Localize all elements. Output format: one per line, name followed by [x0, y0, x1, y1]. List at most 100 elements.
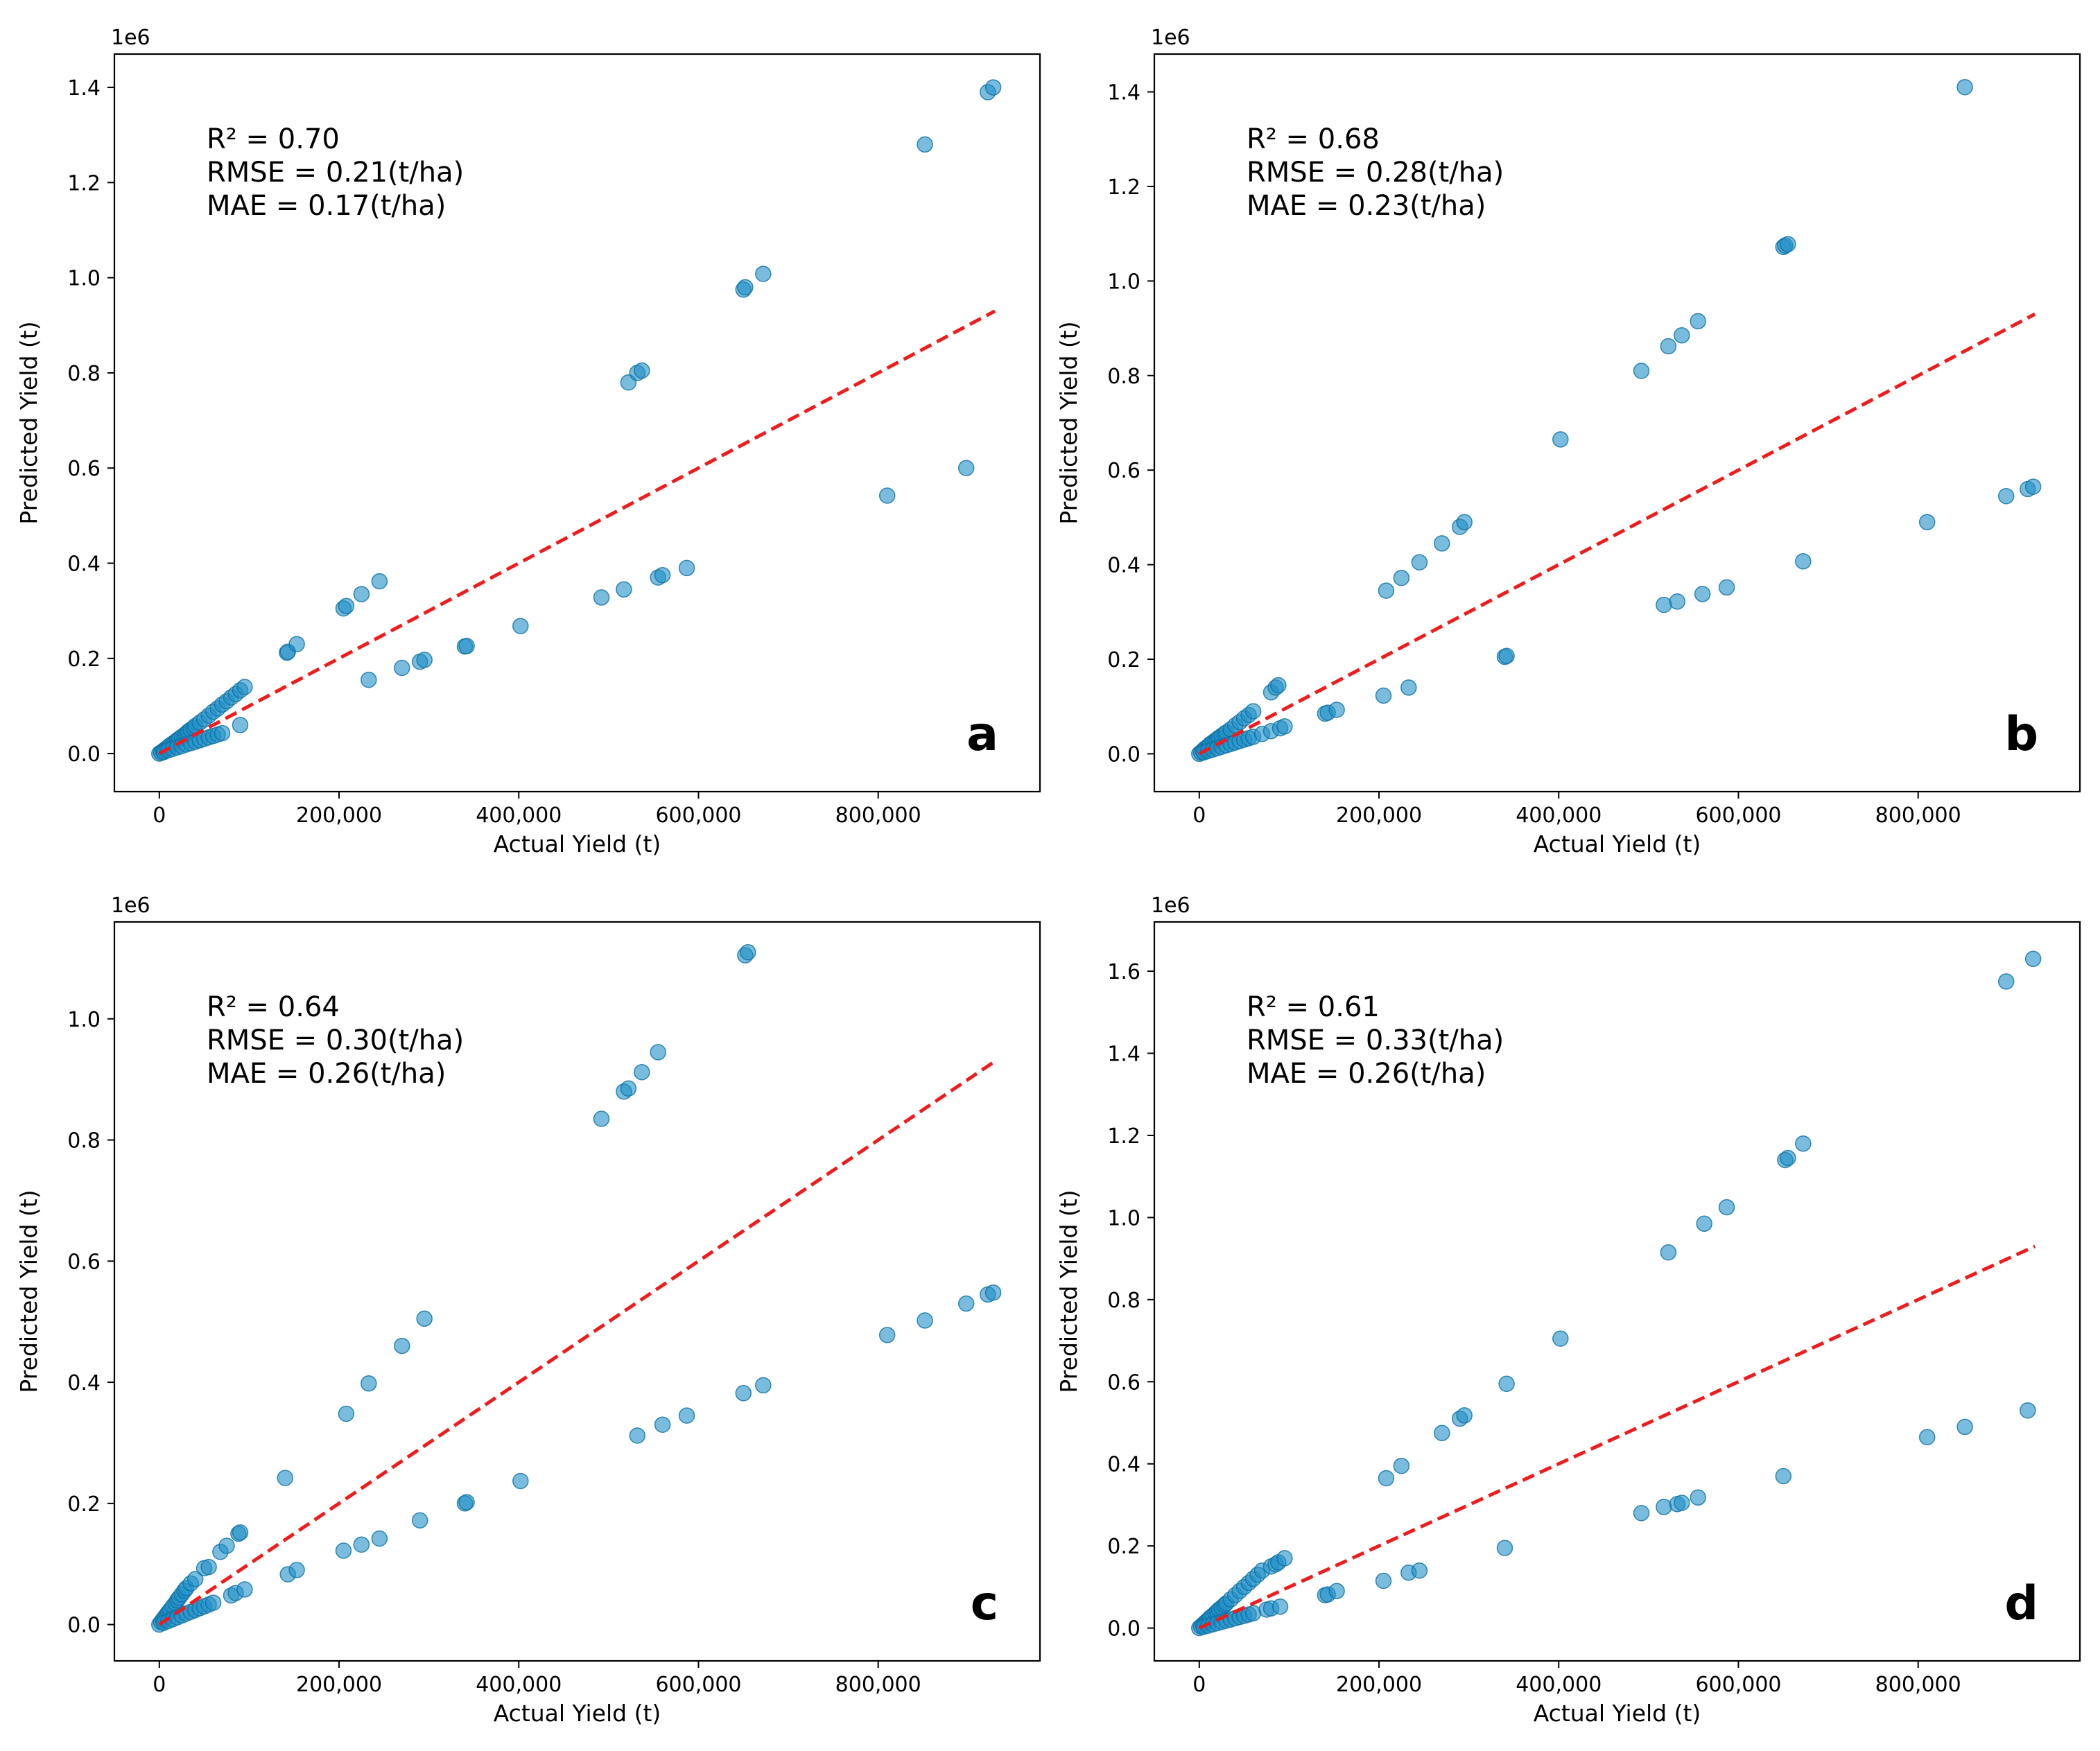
- data-point: [1456, 1407, 1473, 1424]
- data-point: [634, 362, 650, 379]
- data-point: [1552, 431, 1569, 448]
- panel-letter: a: [966, 707, 998, 762]
- data-point: [1694, 586, 1711, 602]
- data-point: [1656, 1499, 1672, 1515]
- plot-frame: [113, 921, 1041, 1662]
- x-tick-label: 600,000: [655, 1673, 741, 1697]
- y-tick-label: 0.4: [67, 552, 101, 577]
- x-tick-label: 800,000: [1875, 1673, 1961, 1697]
- data-point: [917, 1312, 933, 1329]
- data-point: [1276, 1550, 1293, 1567]
- data-point: [1795, 1135, 1812, 1152]
- x-axis-label: Actual Yield (t): [494, 1700, 661, 1727]
- panel-b: 0 200,000 400,000 600,000 800,000 0.0 0.2 0.4 0.…: [1055, 26, 2081, 857]
- stat-line: RMSE = 0.21(t/ha): [207, 157, 464, 189]
- reference-line: [1198, 312, 2036, 756]
- x-tick-label: 400,000: [476, 803, 562, 828]
- data-point: [1411, 1562, 1428, 1579]
- data-point: [371, 573, 388, 590]
- data-point: [737, 279, 754, 296]
- data-point: [1718, 579, 1735, 596]
- y-tick-label: 1.4: [1107, 81, 1140, 105]
- data-point: [335, 1542, 352, 1559]
- data-point: [984, 1284, 1002, 1301]
- stat-line: RMSE = 0.28(t/ha): [1247, 157, 1504, 189]
- data-point: [1633, 1505, 1650, 1522]
- panel-letter: d: [2004, 1576, 2038, 1631]
- x-tick-label: 400,000: [1516, 803, 1602, 828]
- data-point: [1997, 487, 2015, 505]
- data-point: [277, 1470, 294, 1486]
- y-offset-label: 1e6: [111, 26, 150, 50]
- y-tick-label: 1.0: [1107, 1206, 1140, 1230]
- x-tick-label: 0: [153, 803, 166, 828]
- data-point: [1552, 1330, 1569, 1347]
- data-point: [236, 679, 253, 695]
- data-point: [1400, 679, 1417, 696]
- x-tick-label: 400,000: [1516, 1673, 1602, 1697]
- data-point: [1956, 78, 1973, 96]
- data-point: [353, 586, 370, 602]
- x-tick-label: 0: [1192, 803, 1206, 828]
- data-point: [740, 943, 756, 961]
- data-point: [1690, 1489, 1706, 1506]
- data-point: [1393, 1457, 1410, 1474]
- y-offset-label: 1e6: [111, 894, 150, 918]
- data-point: [650, 1044, 666, 1061]
- panel-c: 0 200,000 400,000 600,000 800,000 0.0 0.2 0.4 0.…: [15, 894, 1041, 1727]
- stat-line: RMSE = 0.30(t/ha): [207, 1025, 464, 1056]
- data-point: [878, 487, 896, 504]
- data-point: [205, 1594, 222, 1611]
- data-point: [1918, 514, 1936, 530]
- data-point: [654, 1416, 671, 1433]
- y-tick-label: 1.0: [67, 267, 101, 291]
- data-point: [593, 589, 610, 606]
- data-point: [458, 1494, 475, 1510]
- data-point: [371, 1530, 388, 1547]
- data-point: [634, 1063, 650, 1081]
- data-point: [214, 724, 231, 742]
- data-point: [654, 566, 671, 584]
- stat-line: MAE = 0.26(t/ha): [207, 1058, 446, 1090]
- y-tick-label: 1.0: [67, 1008, 101, 1032]
- data-point: [917, 136, 933, 153]
- y-tick-label: 0.6: [1107, 1370, 1140, 1395]
- plot-frame: [113, 53, 1041, 793]
- data-point: [1633, 363, 1650, 379]
- data-point: [678, 1407, 695, 1424]
- y-tick-label: 1.0: [1107, 270, 1140, 294]
- data-point: [2024, 950, 2042, 968]
- data-point: [338, 1405, 355, 1422]
- data-point: [1956, 1418, 1973, 1436]
- data-point: [1780, 236, 1796, 252]
- stat-line: MAE = 0.17(t/ha): [207, 190, 446, 222]
- data-point: [288, 1562, 305, 1578]
- data-point: [735, 1385, 752, 1402]
- data-point: [1244, 1605, 1262, 1622]
- reference-line: [158, 1059, 996, 1626]
- data-point: [411, 1512, 428, 1529]
- x-tick-label: 200,000: [296, 1673, 382, 1697]
- reference-line: [158, 309, 996, 756]
- y-tick-label: 1.2: [67, 171, 101, 195]
- x-tick-label: 400,000: [476, 1673, 562, 1697]
- x-tick-label: 800,000: [835, 803, 921, 828]
- y-offset-label: 1e6: [1151, 894, 1190, 918]
- data-point: [2024, 478, 2042, 495]
- data-point: [1270, 677, 1287, 694]
- y-tick-label: 0.8: [1107, 1289, 1140, 1313]
- y-tick-label: 0.8: [67, 1129, 101, 1153]
- data-point: [232, 1524, 249, 1541]
- y-tick-label: 0.6: [1107, 459, 1140, 483]
- data-point: [1674, 1495, 1690, 1511]
- data-point: [416, 1310, 433, 1327]
- data-point: [236, 1581, 253, 1598]
- data-points: [151, 79, 1002, 762]
- data-point: [200, 1558, 217, 1576]
- x-tick-label: 200,000: [296, 803, 382, 828]
- data-point: [218, 1537, 235, 1554]
- data-point: [1272, 1598, 1289, 1615]
- y-tick-label: 1.2: [1107, 175, 1140, 200]
- data-point: [1795, 553, 1812, 570]
